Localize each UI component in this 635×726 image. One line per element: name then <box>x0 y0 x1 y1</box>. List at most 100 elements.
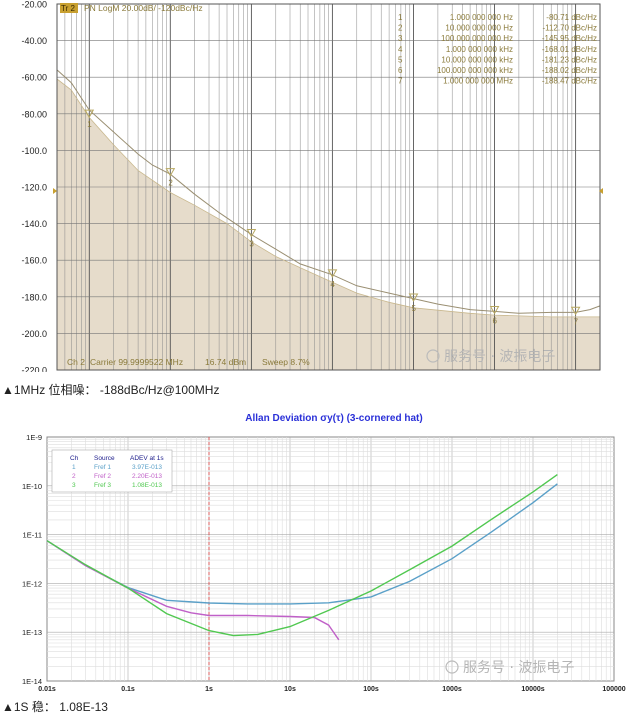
pn-ytick-label: -200.0 <box>21 329 47 339</box>
pn-table-marker-num: 3 <box>398 34 403 43</box>
pn-table-marker-value: -112.70 dBc/Hz <box>542 24 597 33</box>
pn-table-marker-freq: 10.000 000 000 Hz <box>445 24 513 33</box>
pn-trace-1 <box>56 69 601 314</box>
pn-table-marker-freq: 1.000 000 000 kHz <box>446 45 513 54</box>
pn-marker-5[interactable] <box>408 293 419 303</box>
allan-watermark: 服务号 · 波振电子 <box>445 660 574 676</box>
pn-marker-label-1: 1 <box>87 120 92 129</box>
allan-ytick-label: 1E-11 <box>23 531 42 540</box>
allan-legend-source: Fref 1 <box>94 464 111 471</box>
pn-ref-arrow-left <box>53 188 57 194</box>
pn-table-marker-num: 6 <box>398 66 403 75</box>
pn-watermark: 服务号 · 波振电子 <box>426 349 555 365</box>
pn-plot-frame <box>56 3 601 371</box>
pn-marker-1[interactable] <box>84 109 95 119</box>
pn-table-marker-freq: 10.000 000 000 kHz <box>441 55 513 64</box>
pn-table-marker-value: -80.71 dBc/Hz <box>546 13 597 22</box>
allan-legend-box <box>51 449 173 493</box>
pn-marker-label-2: 2 <box>168 179 173 188</box>
pn-marker-label-7: 7 <box>574 317 579 326</box>
pn-ytick-label: -80.00 <box>21 109 47 119</box>
allan-legend-source: Fref 3 <box>94 482 111 489</box>
pn-table-marker-freq: 100.000 000 000 kHz <box>437 66 513 75</box>
allan-xtick-label: 1s <box>205 686 213 693</box>
pn-marker-7[interactable] <box>570 306 581 316</box>
allan-ytick-label: 1E-14 <box>22 677 42 686</box>
allan-xtick-label: 10s <box>284 686 296 693</box>
pn-footer-carrier: Carrier 99.9999522 MHz <box>90 357 183 367</box>
pn-noise-floor-area <box>57 79 600 370</box>
pn-footer-sweep: Sweep 8.7% <box>262 357 310 367</box>
pn-ytick-label: -220.0 <box>21 366 47 373</box>
allan-title: Allan Deviation σy(τ) (3-cornered hat) <box>245 413 422 424</box>
pn-marker-6[interactable] <box>489 305 500 315</box>
allan-legend-header-ch: Ch <box>70 455 79 462</box>
allan-ytick-label: 1E-9 <box>26 433 42 442</box>
allan-xtick-label: 10000s <box>521 686 544 693</box>
allan-legend-source: Fref 2 <box>94 473 111 480</box>
pn-ytick-label: -60.00 <box>21 73 47 83</box>
allan-legend-header-adev: ADEV at 1s <box>130 455 164 462</box>
allan-xtick-label: 100000 <box>602 686 625 693</box>
allan-deviation-chart: Allan Deviation σy(τ) (3-cornered hat) 1… <box>22 413 626 693</box>
pn-table-marker-value: -188.02 dBc/Hz <box>542 66 597 75</box>
pn-table-marker-num: 2 <box>398 24 403 33</box>
allan-ytick-label: 1E-12 <box>22 579 42 588</box>
pn-trace-badge[interactable] <box>60 3 78 13</box>
pn-table-marker-num: 1 <box>398 13 403 22</box>
pn-ytick-label: -100.0 <box>21 146 47 156</box>
pn-table-marker-value: -181.23 dBc/Hz <box>542 55 597 64</box>
allan-legend-adev: 1.08E-013 <box>132 482 162 489</box>
pn-footer-channel: Ch 2 <box>67 357 85 367</box>
pn-marker-label-3: 3 <box>249 239 254 248</box>
pn-marker-3[interactable] <box>246 228 257 238</box>
allan-trace-fref-3 <box>46 474 558 637</box>
allan-legend-ch: 3 <box>72 482 76 489</box>
phase-noise-caption: ▲1MHz 位相噪： -188dBc/Hz@100MHz <box>2 383 220 397</box>
wechat-icon <box>426 349 440 363</box>
allan-xtick-label: 1000s <box>442 686 462 693</box>
pn-ytick-label: -160.0 <box>21 256 47 266</box>
pn-table-marker-value: -188.47 dBc/Hz <box>542 77 597 86</box>
pn-ytick-label: -40.00 <box>21 36 47 46</box>
pn-trace-2 <box>56 78 600 318</box>
allan-legend-adev: 3.97E-013 <box>132 464 162 471</box>
allan-watermark-text: 服务号 · 波振电子 <box>463 660 574 676</box>
pn-watermark-text: 服务号 · 波振电子 <box>444 349 555 365</box>
pn-marker-label-5: 5 <box>411 304 416 313</box>
pn-marker-2[interactable] <box>165 168 176 177</box>
pn-table-marker-num: 4 <box>398 45 403 54</box>
pn-marker-label-6: 6 <box>493 316 498 325</box>
pn-table-marker-num: 5 <box>398 55 403 64</box>
pn-marker-table: 1 1.000 000 000 Hz -80.71 dBc/Hz 2 10.000 00… <box>398 13 597 86</box>
pn-ytick-label: -180.0 <box>21 292 47 302</box>
allan-xtick-label: 0.01s <box>38 686 56 693</box>
allan-legend-ch: 2 <box>72 473 76 480</box>
pn-table-marker-freq: 1.000 000 000 MHz <box>443 77 513 86</box>
pn-marker-4[interactable] <box>327 269 338 278</box>
pn-table-marker-freq: 100.000 000 000 Hz <box>441 34 513 43</box>
pn-ref-arrow-right <box>599 188 603 194</box>
allan-ytick-label: 1E-10 <box>22 482 42 491</box>
pn-ytick-label: -20.00 <box>21 0 47 10</box>
pn-ytick-label: -140.0 <box>21 219 47 229</box>
stability-caption: ▲1S 稳： 1.08E-13 <box>2 700 108 714</box>
allan-xtick-label: 100s <box>363 686 379 693</box>
pn-table-marker-value: -168.01 dBc/Hz <box>542 45 597 54</box>
pn-ytick-label: -120.0 <box>21 183 47 193</box>
pn-table-marker-num: 7 <box>398 77 403 86</box>
allan-legend-header-source: Source <box>94 455 115 462</box>
allan-legend-ch: 1 <box>72 464 76 471</box>
wechat-icon <box>445 660 459 674</box>
allan-xtick-label: 0.1s <box>121 686 135 693</box>
allan-ytick-label: 1E-13 <box>22 628 42 637</box>
pn-header-text: PN LogM 20.00dB/ -120dBc/Hz <box>84 3 203 13</box>
pn-table-marker-freq: 1.000 000 000 Hz <box>450 13 513 22</box>
pn-table-marker-value: -145.95 dBc/Hz <box>542 34 597 43</box>
pn-marker-label-4: 4 <box>330 280 335 289</box>
pn-footer-power: 16.74 dBm <box>205 357 246 367</box>
allan-legend: Ch Source ADEV at 1s 1 Fref 1 3.97E-013 2 Fr… <box>51 449 173 493</box>
allan-legend-adev: 2.20E-013 <box>132 473 162 480</box>
allan-trace-fref-1 <box>46 483 558 605</box>
